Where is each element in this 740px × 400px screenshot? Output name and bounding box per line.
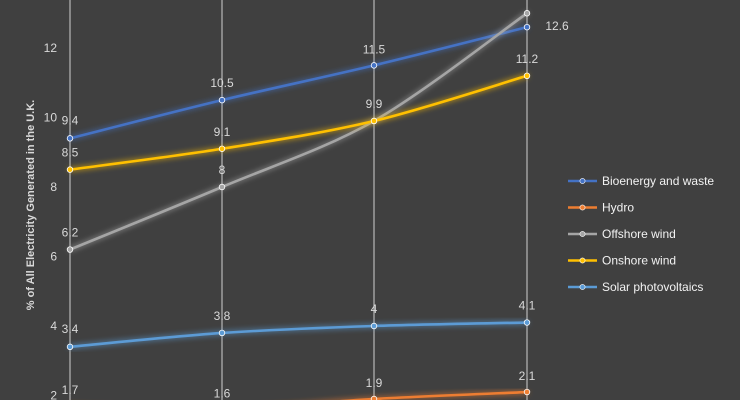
legend-item-offshore-wind: Offshore wind: [568, 227, 676, 241]
legend-marker-offshore-wind: [579, 231, 586, 237]
data-labels: 9.4 10.5 11.5 12.6 1.7 1.6 1.9 2.1 6.2 8 8.5 9.1 9.9…: [62, 19, 569, 400]
y-tick-12: 12: [44, 41, 58, 55]
data-label-hydro-3: 1.9: [366, 376, 383, 390]
point-solar-photovoltaics-2: [218, 329, 226, 337]
point-offshore-wind-4: [523, 10, 531, 17]
data-label-offshore-wind-1: 6.2: [62, 226, 79, 240]
series-bioenergy-and-waste: [66, 23, 531, 142]
point-onshore-wind-2: [218, 145, 226, 152]
legend-item-bioenergy-and-waste: Bioenergy and waste: [568, 174, 714, 188]
legend-marker-bioenergy-and-waste: [579, 178, 586, 184]
point-solar-photovoltaics-1: [66, 343, 74, 351]
data-label-solar-photovoltaics-1: 3.4: [62, 322, 79, 336]
point-bioenergy-and-waste-4: [523, 23, 531, 31]
point-hydro-3: [370, 395, 378, 400]
series-line-hydro: [340, 390, 529, 400]
series-line-bioenergy-and-waste: [68, 25, 529, 140]
point-bioenergy-and-waste-1: [66, 135, 74, 142]
series-line-solar-photovoltaics: [68, 321, 529, 349]
series-lines: [66, 10, 531, 400]
data-label-solar-photovoltaics-2: 3.8: [214, 309, 231, 323]
point-solar-photovoltaics-3: [370, 322, 378, 330]
series-onshore-wind: [66, 72, 531, 173]
legend-marker-hydro: [579, 204, 586, 211]
point-bioenergy-and-waste-3: [370, 62, 378, 69]
data-label-bioenergy-and-waste-4: 12.6: [545, 19, 569, 33]
series-line-onshore-wind: [68, 74, 529, 171]
data-label-hydro-2: 1.6: [214, 386, 231, 400]
point-bioenergy-and-waste-2: [218, 96, 226, 104]
data-label-onshore-wind-2: 9.1: [214, 125, 231, 139]
legend-marker-solar-photovoltaics: [579, 284, 586, 290]
y-tick-2: 2: [50, 389, 57, 400]
legend-marker-onshore-wind: [579, 257, 586, 264]
y-tick-4: 4: [50, 319, 57, 333]
data-label-offshore-wind-2: 8: [219, 163, 226, 177]
legend-label-hydro: Hydro: [602, 201, 634, 215]
legend-item-hydro: Hydro: [568, 201, 634, 215]
y-tick-6: 6: [50, 250, 57, 264]
legend-item-onshore-wind: Onshore wind: [568, 254, 676, 268]
data-label-bioenergy-and-waste-1: 9.4: [62, 113, 79, 127]
legend-label-onshore-wind: Onshore wind: [602, 254, 676, 268]
y-tick-8: 8: [50, 180, 57, 194]
data-label-onshore-wind-3: 9.9: [366, 97, 383, 111]
point-onshore-wind-1: [66, 166, 74, 173]
point-offshore-wind-1: [66, 246, 74, 253]
y-axis-ticks: 2 4 6 8 10 12: [44, 41, 58, 400]
point-hydro-4: [523, 388, 531, 396]
series-offshore-wind: [66, 10, 531, 253]
legend-label-bioenergy-and-waste: Bioenergy and waste: [602, 174, 714, 188]
data-label-solar-photovoltaics-4: 4.1: [519, 299, 536, 313]
point-onshore-wind-3: [370, 117, 378, 125]
data-label-bioenergy-and-waste-2: 10.5: [210, 76, 234, 90]
data-label-bioenergy-and-waste-3: 11.5: [363, 42, 386, 56]
point-offshore-wind-2: [218, 183, 226, 191]
legend-item-solar-photovoltaics: Solar photovoltaics: [568, 280, 703, 294]
series-hydro: [340, 388, 531, 400]
series-line-offshore-wind: [68, 11, 529, 251]
data-label-solar-photovoltaics-3: 4: [371, 302, 378, 316]
data-label-onshore-wind-1: 8.5: [62, 146, 79, 160]
y-axis-label: % of All Electricity Generated in the U.…: [25, 100, 37, 310]
data-label-onshore-wind-4: 11.2: [516, 52, 539, 66]
point-solar-photovoltaics-4: [523, 319, 531, 326]
legend-label-solar-photovoltaics: Solar photovoltaics: [602, 280, 703, 294]
data-label-hydro-4: 2.1: [519, 369, 536, 383]
legend: Bioenergy and waste Hydro Offshore wind Ons…: [568, 174, 714, 294]
data-label-hydro-1: 1.7: [62, 383, 79, 397]
legend-label-offshore-wind: Offshore wind: [602, 227, 676, 241]
y-tick-10: 10: [44, 111, 58, 125]
point-onshore-wind-4: [523, 72, 531, 79]
series-solar-photovoltaics: [66, 319, 531, 351]
